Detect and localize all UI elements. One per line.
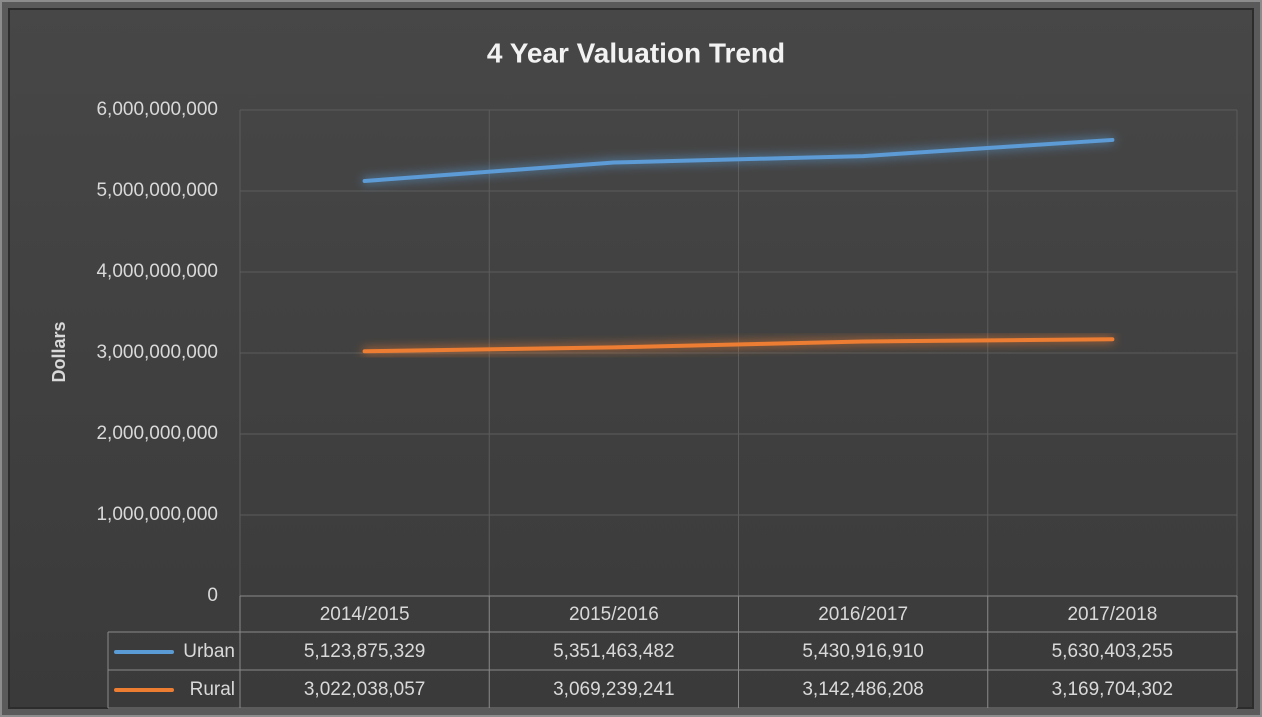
table-value: 5,123,875,329 xyxy=(304,641,426,662)
y-tick-label: 2,000,000,000 xyxy=(96,423,218,444)
table-value: 3,069,239,241 xyxy=(553,679,675,700)
y-tick-label: 4,000,000,000 xyxy=(96,261,218,282)
chart-title: 4 Year Valuation Trend xyxy=(487,37,785,68)
y-tick-label: 3,000,000,000 xyxy=(96,342,218,363)
x-tick-label: 2015/2016 xyxy=(569,604,659,625)
y-tick-label: 0 xyxy=(207,585,218,606)
table-value: 5,430,916,910 xyxy=(802,641,924,662)
chart-area xyxy=(8,8,1254,709)
x-tick-label: 2017/2018 xyxy=(1067,604,1157,625)
y-tick-label: 5,000,000,000 xyxy=(96,180,218,201)
legend-label: Urban xyxy=(183,641,235,662)
legend-label: Rural xyxy=(190,679,235,700)
table-value: 3,142,486,208 xyxy=(802,679,924,700)
y-tick-label: 6,000,000,000 xyxy=(96,99,218,120)
x-tick-label: 2016/2017 xyxy=(818,604,908,625)
table-value: 3,169,704,302 xyxy=(1052,679,1174,700)
y-axis-label: Dollars xyxy=(49,321,69,382)
table-value: 3,022,038,057 xyxy=(304,679,426,700)
table-value: 5,351,463,482 xyxy=(553,641,675,662)
series-line xyxy=(362,137,1115,183)
x-tick-label: 2014/2015 xyxy=(320,604,410,625)
table-value: 5,630,403,255 xyxy=(1052,641,1174,662)
y-tick-label: 1,000,000,000 xyxy=(96,504,218,525)
series-line xyxy=(362,337,1115,354)
